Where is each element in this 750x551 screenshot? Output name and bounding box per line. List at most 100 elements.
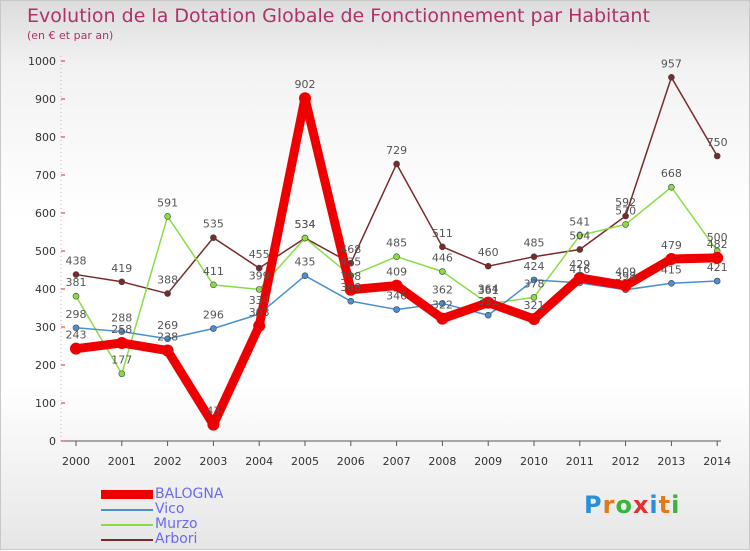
y-tick-label: 900	[35, 93, 56, 106]
legend-label: Murzo	[155, 516, 198, 532]
data-label-balogna: 479	[661, 239, 682, 252]
logo-letter: i	[671, 491, 681, 519]
data-point-balogna	[528, 313, 540, 326]
logo-letter: i	[649, 491, 659, 519]
data-point-vico	[393, 306, 400, 313]
data-label-balogna: 364	[478, 283, 499, 296]
data-point-arbori	[713, 152, 721, 160]
data-label-murzo: 591	[157, 196, 178, 209]
data-label-balogna: 243	[66, 329, 87, 342]
data-point-balogna	[619, 279, 632, 292]
data-point-arbori	[484, 262, 492, 270]
y-tick-label: 700	[35, 169, 56, 182]
data-point-balogna	[573, 271, 586, 284]
data-label-vico: 421	[707, 261, 728, 274]
data-label-arbori: 534	[295, 218, 316, 231]
data-label-arbori: 592	[615, 196, 636, 209]
data-label-vico: 331	[478, 295, 499, 308]
data-point-balogna	[436, 312, 449, 325]
data-point-balogna	[253, 319, 266, 332]
data-point-arbori	[393, 160, 400, 168]
data-label-vico: 368	[340, 281, 361, 294]
data-label-murzo: 381	[66, 276, 87, 289]
data-label-arbori: 388	[157, 274, 178, 287]
data-label-murzo: 570	[615, 204, 636, 217]
data-point-arbori	[668, 74, 675, 81]
legend-swatch	[101, 523, 153, 526]
data-point-arbori	[118, 278, 126, 286]
data-label-balogna: 902	[295, 78, 316, 91]
y-tick-label: 0	[49, 435, 56, 448]
legend-item-murzo: Murzo	[101, 517, 223, 532]
x-tick-label: 2008	[428, 455, 456, 468]
data-label-murzo: 668	[661, 167, 682, 180]
proxiti-logo: Proxiti	[584, 491, 680, 519]
data-label-arbori: 511	[432, 227, 453, 240]
data-point-murzo	[576, 232, 584, 239]
legend-swatch	[101, 538, 153, 541]
y-tick-label: 500	[35, 245, 56, 258]
chart-subtitle: (en € et par an)	[27, 29, 114, 42]
data-point-murzo	[72, 292, 80, 300]
logo-letter: o	[615, 491, 633, 519]
data-label-balogna: 482	[707, 238, 728, 251]
data-point-vico	[439, 300, 446, 307]
y-tick-label: 200	[35, 359, 56, 372]
data-point-balogna	[344, 283, 357, 296]
data-point-murzo	[393, 253, 400, 260]
data-point-murzo	[622, 221, 629, 228]
data-label-murzo: 435	[340, 256, 361, 269]
data-point-murzo	[118, 370, 126, 378]
data-point-arbori	[164, 290, 171, 297]
data-point-arbori	[622, 212, 629, 220]
y-tick-label: 100	[35, 397, 56, 410]
data-point-balogna	[115, 336, 128, 349]
data-label-arbori: 460	[478, 246, 499, 259]
data-label-murzo: 378	[524, 277, 545, 290]
data-point-vico	[301, 272, 309, 280]
x-tick-label: 2005	[291, 455, 319, 468]
x-tick-label: 2004	[245, 455, 273, 468]
data-label-vico: 334	[249, 294, 270, 307]
data-point-murzo	[668, 183, 675, 191]
legend-swatch	[101, 490, 153, 499]
logo-letter: P	[584, 491, 603, 519]
x-tick-label: 2007	[383, 455, 411, 468]
data-point-murzo	[164, 213, 171, 220]
data-label-murzo: 534	[295, 218, 316, 231]
data-label-vico: 288	[111, 312, 132, 325]
data-label-murzo: 500	[707, 231, 728, 244]
data-label-balogna: 321	[524, 299, 545, 312]
data-label-arbori: 468	[340, 243, 361, 256]
data-point-balogna	[299, 92, 311, 105]
x-tick-label: 2000	[62, 455, 90, 468]
legend-label: Vico	[155, 501, 185, 517]
data-point-balogna	[207, 418, 220, 431]
data-point-arbori	[576, 246, 584, 253]
data-label-balogna: 398	[340, 270, 361, 283]
data-label-murzo: 411	[203, 265, 224, 278]
series-line-arbori	[75, 76, 718, 295]
x-tick-label: 2014	[703, 455, 731, 468]
data-label-murzo: 361	[478, 284, 499, 297]
x-tick-label: 2003	[199, 455, 227, 468]
data-label-vico: 415	[661, 263, 682, 276]
data-label-balogna: 303	[249, 306, 270, 319]
data-label-arbori: 504	[569, 229, 590, 242]
data-point-arbori	[210, 234, 217, 241]
data-point-murzo	[301, 234, 309, 242]
data-point-murzo	[255, 286, 263, 293]
data-label-arbori: 455	[249, 248, 270, 261]
y-tick-label: 300	[35, 321, 56, 334]
data-label-murzo: 485	[386, 237, 407, 250]
data-point-vico	[484, 311, 492, 319]
legend-swatch	[101, 508, 153, 511]
data-point-murzo	[439, 268, 446, 275]
x-tick-label: 2002	[154, 455, 182, 468]
data-label-arbori: 729	[386, 144, 407, 157]
data-label-murzo: 177	[111, 354, 132, 367]
data-label-vico: 346	[386, 290, 407, 303]
data-label-balogna: 322	[432, 299, 453, 312]
